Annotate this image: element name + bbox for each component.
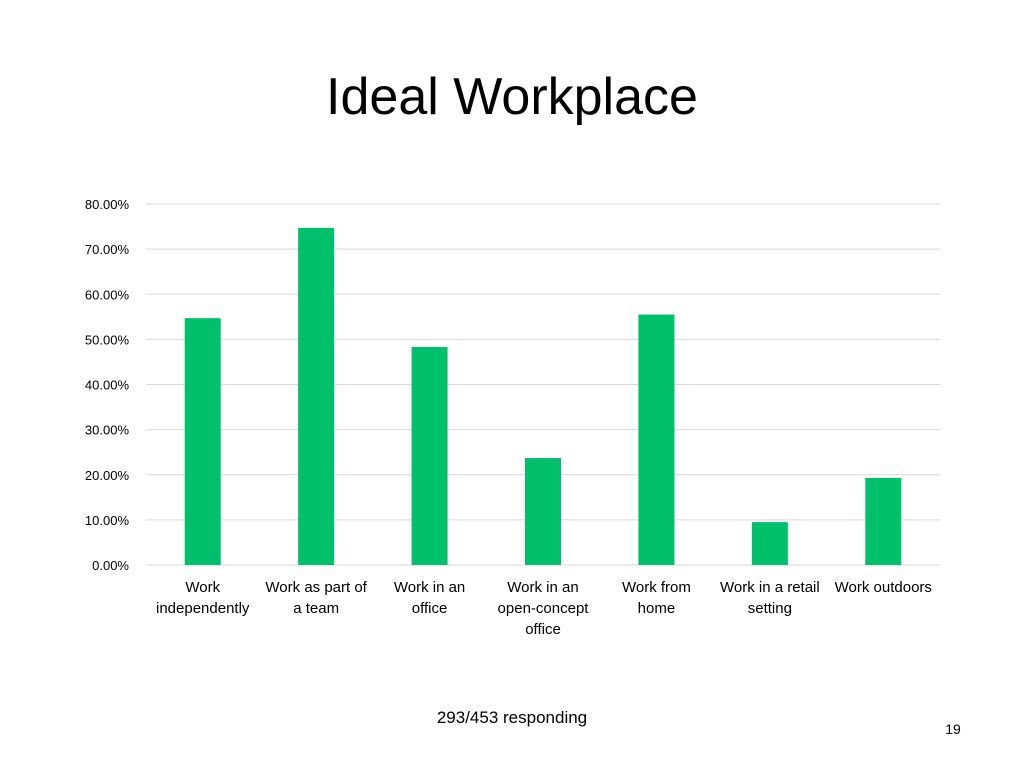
bar (525, 458, 561, 565)
x-category-label: Work from home (622, 579, 691, 617)
x-category-label: Work in a retail setting (720, 579, 820, 617)
x-category-label: Work outdoors (835, 579, 932, 596)
y-tick-label: 0.00% (92, 558, 129, 573)
bar (298, 227, 335, 565)
y-tick-label: 10.00% (85, 513, 130, 528)
y-tick-label: 50.00% (85, 332, 130, 347)
x-category-label: Work in an office (394, 579, 465, 617)
y-tick-label: 60.00% (85, 287, 130, 302)
bar (638, 314, 675, 565)
bars (184, 227, 902, 565)
x-category-label: Work independently (156, 579, 250, 617)
slide-title: Ideal Workplace (326, 68, 698, 126)
bar (184, 318, 221, 565)
bar (865, 477, 902, 565)
x-axis-category-labels: Work independently Work as part of a team Wo… (156, 579, 932, 638)
bar-chart: 0.00% 10.00% 20.00% 30.00% 40.00% 50.00% 60.00… (85, 197, 940, 638)
x-category-label: Work in an open-concept office (498, 579, 590, 638)
y-tick-label: 40.00% (85, 378, 130, 393)
x-category-label: Work as part of a team (265, 579, 367, 617)
bar (751, 522, 788, 565)
y-tick-label: 70.00% (85, 242, 130, 257)
y-axis-tick-labels: 0.00% 10.00% 20.00% 30.00% 40.00% 50.00% 60.00… (85, 197, 130, 573)
page-number: 19 (945, 721, 961, 737)
y-tick-label: 30.00% (85, 423, 130, 438)
response-count: 293/453 responding (436, 708, 588, 727)
y-tick-label: 20.00% (85, 468, 130, 483)
bar (411, 347, 448, 565)
y-tick-label: 80.00% (85, 197, 130, 212)
